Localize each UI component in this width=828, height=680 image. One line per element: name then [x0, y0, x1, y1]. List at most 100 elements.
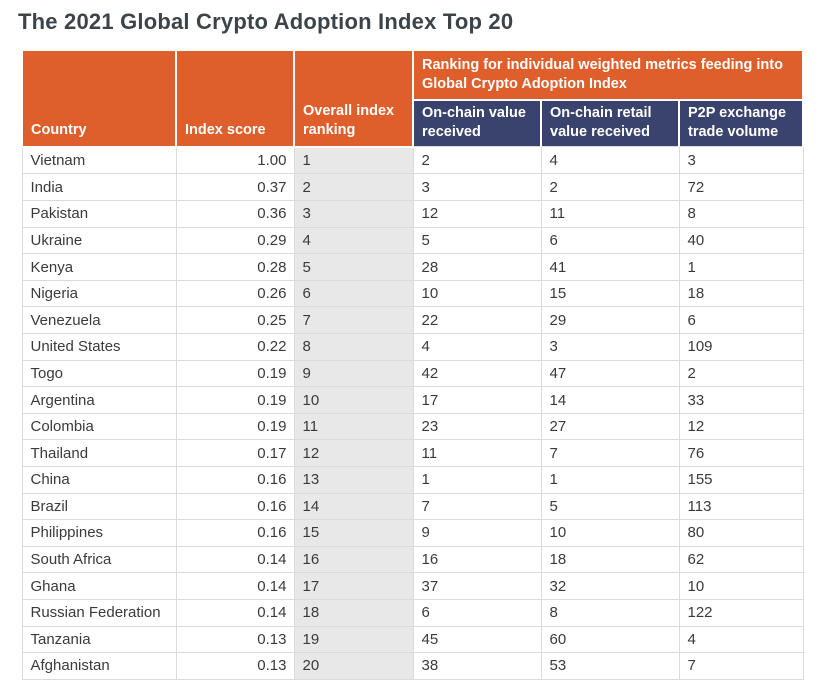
cell-on-chain-value: 9	[412, 519, 542, 547]
cell-on-chain-value: 22	[412, 306, 542, 335]
cell-country: Philippines	[21, 519, 177, 547]
cell-p2p-volume: 122	[678, 598, 804, 627]
cell-p2p-volume: 1	[678, 253, 804, 281]
cell-p2p-volume: 109	[678, 333, 804, 361]
cell-on-chain-value: 38	[412, 652, 542, 680]
cell-overall-ranking: 7	[293, 306, 414, 335]
cell-overall-ranking: 16	[293, 545, 414, 574]
col-header-country: Country	[21, 49, 177, 148]
table-row: Ghana 0.14 17 37 32 10	[21, 572, 804, 600]
cell-on-chain-value: 23	[412, 412, 542, 441]
table-row: China 0.16 13 1 1 155	[21, 466, 804, 494]
cell-overall-ranking: 20	[293, 652, 414, 680]
cell-index-score: 0.28	[175, 253, 295, 281]
cell-country: China	[21, 466, 177, 494]
cell-p2p-volume: 2	[678, 359, 804, 388]
cell-on-chain-retail: 1	[540, 466, 680, 494]
cell-country: Togo	[21, 359, 177, 388]
cell-on-chain-value: 4	[412, 333, 542, 361]
cell-on-chain-retail: 60	[540, 625, 680, 654]
cell-on-chain-retail: 2	[540, 173, 680, 202]
cell-on-chain-value: 10	[412, 279, 542, 308]
table-row: Argentina 0.19 10 17 14 33	[21, 386, 804, 414]
cell-p2p-volume: 3	[678, 146, 804, 175]
cell-index-score: 0.13	[175, 625, 295, 654]
cell-on-chain-retail: 6	[540, 226, 680, 255]
cell-p2p-volume: 72	[678, 173, 804, 202]
cell-on-chain-retail: 11	[540, 200, 680, 228]
cell-country: Tanzania	[21, 625, 177, 654]
cell-on-chain-retail: 27	[540, 412, 680, 441]
cell-overall-ranking: 1	[293, 146, 414, 175]
col-header-p2p-volume: P2P exchange trade volume	[678, 98, 804, 147]
cell-index-score: 0.19	[175, 359, 295, 388]
cell-on-chain-retail: 47	[540, 359, 680, 388]
cell-overall-ranking: 11	[293, 412, 414, 441]
cell-country: South Africa	[21, 545, 177, 574]
cell-on-chain-value: 28	[412, 253, 542, 281]
cell-country: Ghana	[21, 572, 177, 600]
cell-overall-ranking: 10	[293, 386, 414, 414]
cell-index-score: 0.14	[175, 572, 295, 600]
cell-index-score: 0.19	[175, 412, 295, 441]
cell-on-chain-value: 7	[412, 492, 542, 521]
table-body: Vietnam 1.00 1 2 4 3 India 0.37 2 3 2 72 Pakistan 0.3…	[21, 146, 804, 680]
col-header-onchain-value: On-chain value received	[412, 98, 542, 147]
cell-p2p-volume: 40	[678, 226, 804, 255]
cell-p2p-volume: 10	[678, 572, 804, 600]
cell-on-chain-retail: 18	[540, 545, 680, 574]
cell-country: Nigeria	[21, 279, 177, 308]
col-header-onchain-retail: On-chain retail value received	[540, 98, 680, 147]
cell-country: Thailand	[21, 439, 177, 467]
cell-p2p-volume: 113	[678, 492, 804, 521]
cell-country: Kenya	[21, 253, 177, 281]
cell-on-chain-value: 6	[412, 598, 542, 627]
table-row: Kenya 0.28 5 28 41 1	[21, 253, 804, 281]
cell-on-chain-value: 42	[412, 359, 542, 388]
cell-overall-ranking: 3	[293, 200, 414, 228]
table-row: Russian Federation 0.14 18 6 8 122	[21, 598, 804, 627]
cell-on-chain-retail: 4	[540, 146, 680, 175]
table-row: Ukraine 0.29 4 5 6 40	[21, 226, 804, 255]
cell-on-chain-retail: 10	[540, 519, 680, 547]
cell-index-score: 0.16	[175, 466, 295, 494]
cell-overall-ranking: 14	[293, 492, 414, 521]
metrics-group-header: Ranking for individual weighted metrics …	[412, 49, 804, 101]
table-row: South Africa 0.14 16 16 18 62	[21, 545, 804, 574]
cell-index-score: 0.37	[175, 173, 295, 202]
table-row: India 0.37 2 3 2 72	[21, 173, 804, 202]
table-row: Brazil 0.16 14 7 5 113	[21, 492, 804, 521]
cell-index-score: 0.22	[175, 333, 295, 361]
table-row: Nigeria 0.26 6 10 15 18	[21, 279, 804, 308]
cell-overall-ranking: 12	[293, 439, 414, 467]
cell-country: India	[21, 173, 177, 202]
cell-on-chain-retail: 14	[540, 386, 680, 414]
cell-on-chain-value: 37	[412, 572, 542, 600]
cell-on-chain-value: 12	[412, 200, 542, 228]
cell-index-score: 0.29	[175, 226, 295, 255]
cell-index-score: 0.19	[175, 386, 295, 414]
cell-country: Vietnam	[21, 146, 177, 175]
cell-country: Russian Federation	[21, 598, 177, 627]
table-row: Tanzania 0.13 19 45 60 4	[21, 625, 804, 654]
cell-index-score: 0.17	[175, 439, 295, 467]
cell-on-chain-retail: 29	[540, 306, 680, 335]
cell-p2p-volume: 18	[678, 279, 804, 308]
cell-on-chain-value: 17	[412, 386, 542, 414]
table-header: Country Index score Overall index rankin…	[21, 49, 804, 148]
table-row: Afghanistan 0.13 20 38 53 7	[21, 652, 804, 680]
cell-country: United States	[21, 333, 177, 361]
cell-overall-ranking: 2	[293, 173, 414, 202]
cell-on-chain-retail: 3	[540, 333, 680, 361]
cell-index-score: 0.14	[175, 545, 295, 574]
cell-overall-ranking: 13	[293, 466, 414, 494]
table-row: Vietnam 1.00 1 2 4 3	[21, 146, 804, 175]
cell-p2p-volume: 155	[678, 466, 804, 494]
cell-index-score: 0.13	[175, 652, 295, 680]
table-row: Philippines 0.16 15 9 10 80	[21, 519, 804, 547]
cell-p2p-volume: 80	[678, 519, 804, 547]
cell-p2p-volume: 6	[678, 306, 804, 335]
cell-index-score: 0.25	[175, 306, 295, 335]
cell-on-chain-value: 45	[412, 625, 542, 654]
cell-country: Argentina	[21, 386, 177, 414]
